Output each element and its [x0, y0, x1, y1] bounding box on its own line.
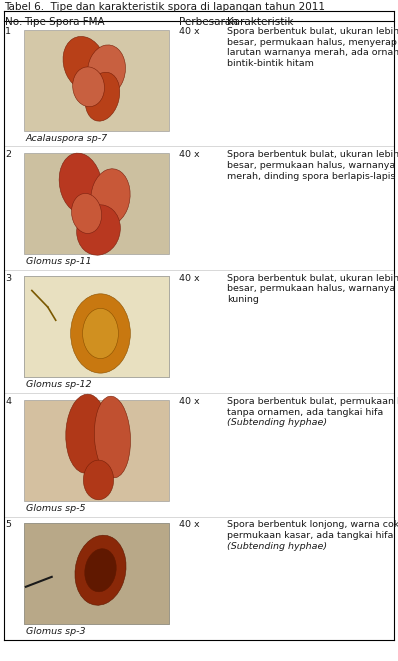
Bar	[24, 523, 169, 624]
Text: Spora berbentuk bulat, permukaan halus: Spora berbentuk bulat, permukaan halus	[227, 397, 398, 406]
Text: 40 x: 40 x	[179, 274, 200, 283]
Ellipse shape	[94, 396, 131, 478]
Text: besar, permukaan halus, warnanya: besar, permukaan halus, warnanya	[227, 161, 395, 170]
Text: Spora berbentuk lonjong, warna coklat,: Spora berbentuk lonjong, warna coklat,	[227, 520, 398, 529]
Bar	[24, 276, 169, 377]
Ellipse shape	[83, 308, 119, 358]
Text: larutan warnanya merah, ada ornamen: larutan warnanya merah, ada ornamen	[227, 48, 398, 58]
Ellipse shape	[85, 72, 120, 121]
Text: tanpa ornamen, ada tangkai hifa: tanpa ornamen, ada tangkai hifa	[227, 408, 383, 416]
Bar	[24, 276, 169, 377]
Text: Spora berbentuk bulat, ukuran lebih: Spora berbentuk bulat, ukuran lebih	[227, 274, 398, 283]
Ellipse shape	[88, 45, 125, 96]
Text: (Subtending hyphae): (Subtending hyphae)	[227, 541, 327, 551]
Text: Glomus sp-5: Glomus sp-5	[26, 504, 85, 512]
Text: Acalauspora sp-7: Acalauspora sp-7	[26, 134, 108, 143]
Text: 40 x: 40 x	[179, 397, 200, 406]
Text: kuning: kuning	[227, 295, 259, 304]
Text: 5: 5	[5, 520, 11, 529]
Bar	[24, 400, 169, 500]
Text: bintik-bintik hitam: bintik-bintik hitam	[227, 59, 314, 68]
Text: No.: No.	[5, 17, 23, 26]
Ellipse shape	[75, 535, 126, 605]
Text: Spora berbentuk bulat, ukuran lebih: Spora berbentuk bulat, ukuran lebih	[227, 27, 398, 36]
Text: Tipe Spora FMA: Tipe Spora FMA	[24, 17, 105, 26]
Text: Tabel 6.  Tipe dan karakteristik spora di lapangan tahun 2011: Tabel 6. Tipe dan karakteristik spora di…	[4, 2, 325, 12]
Ellipse shape	[71, 293, 131, 373]
Ellipse shape	[73, 67, 104, 106]
Ellipse shape	[91, 169, 130, 225]
Ellipse shape	[59, 153, 102, 214]
Bar	[24, 523, 169, 624]
Ellipse shape	[77, 205, 120, 255]
Text: merah, dinding spora berlapis-lapis: merah, dinding spora berlapis-lapis	[227, 172, 395, 180]
Text: besar, permukaan halus, warnanya: besar, permukaan halus, warnanya	[227, 284, 395, 293]
Ellipse shape	[63, 36, 106, 91]
Text: Perbesaran: Perbesaran	[179, 17, 238, 26]
Text: 40 x: 40 x	[179, 151, 200, 159]
Ellipse shape	[85, 549, 116, 592]
Ellipse shape	[66, 394, 107, 473]
Bar	[24, 153, 169, 254]
Text: 40 x: 40 x	[179, 520, 200, 529]
Text: (Subtending hyphae): (Subtending hyphae)	[227, 418, 327, 427]
Ellipse shape	[84, 460, 114, 500]
Text: 40 x: 40 x	[179, 27, 200, 36]
Text: Glomus sp-11: Glomus sp-11	[26, 257, 92, 266]
Bar	[24, 30, 169, 131]
Text: 1: 1	[5, 27, 11, 36]
Text: 3: 3	[5, 274, 11, 283]
Text: Karakteristik: Karakteristik	[227, 17, 293, 26]
Ellipse shape	[72, 194, 101, 233]
Text: Spora berbentuk bulat, ukuran lebih: Spora berbentuk bulat, ukuran lebih	[227, 151, 398, 159]
Text: permukaan kasar, ada tangkai hifa: permukaan kasar, ada tangkai hifa	[227, 531, 393, 540]
Text: Glomus sp-3: Glomus sp-3	[26, 627, 85, 636]
Text: 4: 4	[5, 397, 11, 406]
Text: besar, permukaan halus, menyerap: besar, permukaan halus, menyerap	[227, 38, 397, 47]
Text: 2: 2	[5, 151, 11, 159]
Text: Glomus sp-12: Glomus sp-12	[26, 380, 92, 389]
